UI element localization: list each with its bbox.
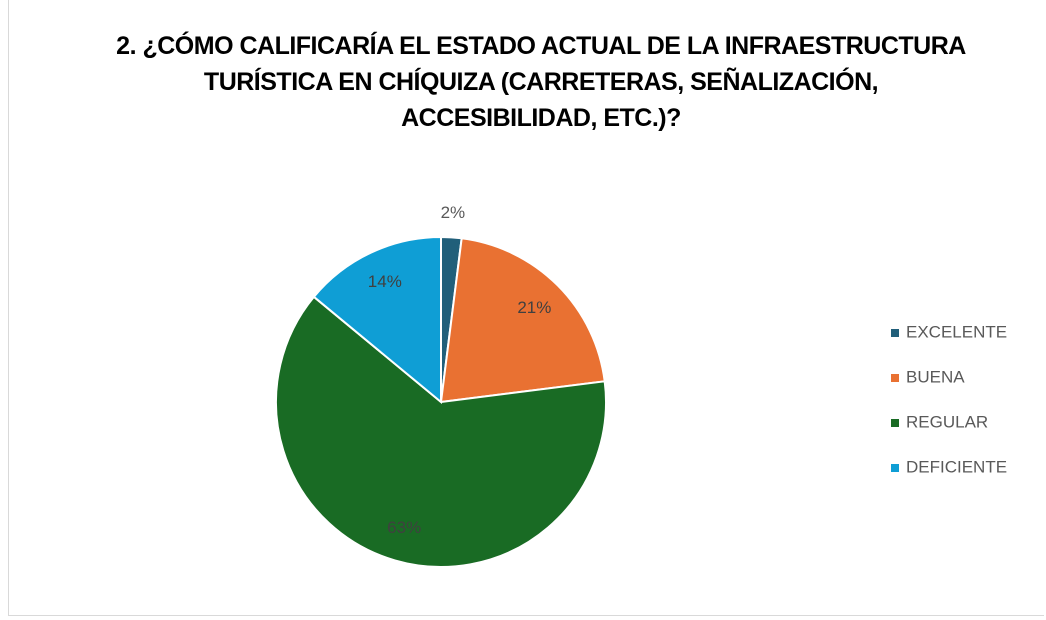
legend-swatch <box>891 374 899 382</box>
data-label: 14% <box>368 272 402 291</box>
data-label: 2% <box>441 203 466 222</box>
pie-slice <box>439 237 606 404</box>
legend-label: REGULAR <box>906 412 988 431</box>
legend-label: DEFICIENTE <box>906 457 1007 476</box>
pie-slice <box>312 235 442 405</box>
legend-swatch <box>891 419 899 427</box>
pie-slice <box>275 295 607 568</box>
legend-swatch <box>891 329 899 337</box>
legend-label: EXCELENTE <box>906 322 1007 341</box>
chart-frame <box>8 0 1044 616</box>
data-label: 21% <box>517 298 551 317</box>
legend-swatch <box>891 464 899 472</box>
data-label: 63% <box>387 518 421 537</box>
legend-label: BUENA <box>906 367 965 386</box>
chart-title: 2. ¿CÓMO CALIFICARÍA EL ESTADO ACTUAL DE… <box>116 32 966 132</box>
